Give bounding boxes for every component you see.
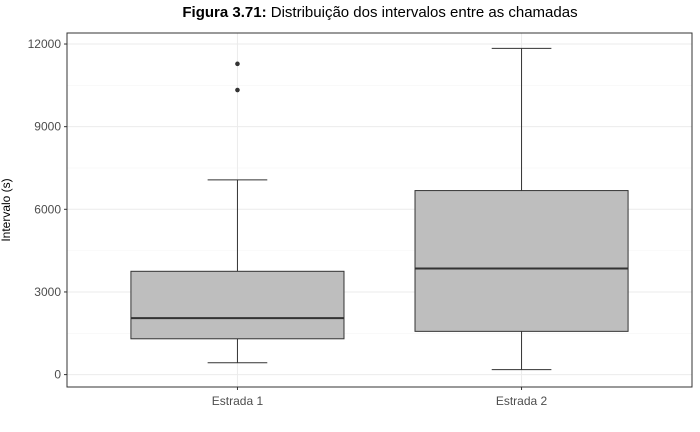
- y-axis: 0 3000 6000 9000 12000: [28, 37, 67, 382]
- chart-title-prefix: Figura 3.71:: [182, 4, 267, 21]
- chart-title-text: Distribuição dos intervalos entre as cha…: [266, 4, 578, 21]
- y-tick-label: 6000: [34, 202, 61, 216]
- x-tick-label: Estrada 1: [212, 394, 264, 408]
- y-tick-label: 3000: [34, 285, 61, 299]
- x-tick-label: Estrada 2: [496, 394, 548, 408]
- box-iqr: [130, 270, 345, 340]
- panel-border: [66, 32, 693, 388]
- outlier-point: [235, 61, 240, 67]
- y-tick-label: 0: [54, 368, 61, 382]
- box-iqr: [414, 190, 629, 332]
- outlier-point: [235, 87, 240, 93]
- chart-title: Figura 3.71: Distribuição dos intervalos…: [0, 4, 700, 21]
- y-tick-label: 12000: [28, 37, 62, 51]
- boxes-layer: [130, 47, 629, 371]
- x-axis: Estrada 1 Estrada 2: [212, 387, 548, 408]
- box-1: [130, 61, 345, 364]
- y-axis-label: Intervalo (s): [0, 178, 13, 241]
- box-2: [414, 47, 629, 371]
- y-tick-label: 9000: [34, 120, 61, 134]
